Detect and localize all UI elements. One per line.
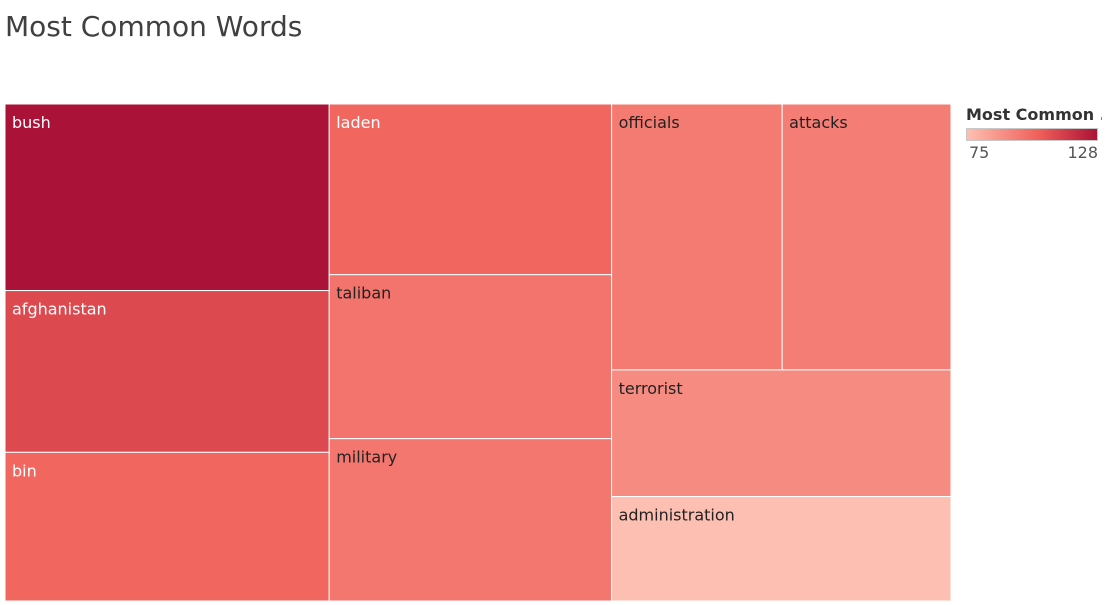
treemap-rect[interactable] xyxy=(611,496,952,602)
treemap-cell-attacks[interactable]: attacks xyxy=(781,103,952,371)
legend-max-label: 128 xyxy=(1067,143,1098,162)
treemap-label: administration xyxy=(619,506,735,525)
treemap-label: attacks xyxy=(789,113,848,132)
treemap-label: bush xyxy=(12,113,51,132)
color-legend: Most Common .. 75 128 xyxy=(966,105,1102,163)
legend-min-label: 75 xyxy=(969,143,990,162)
treemap-cell-officials[interactable]: officials xyxy=(611,103,783,371)
treemap-cell-bin[interactable]: bin xyxy=(4,451,330,602)
treemap-label: terrorist xyxy=(619,379,683,398)
treemap-label: laden xyxy=(336,113,380,132)
treemap-rect[interactable] xyxy=(328,103,613,276)
treemap-label: afghanistan xyxy=(12,300,107,319)
legend-ticks: 75 128 xyxy=(966,143,1098,163)
treemap-rect[interactable] xyxy=(611,103,783,371)
treemap-rect[interactable] xyxy=(781,103,952,371)
treemap-cell-military[interactable]: military xyxy=(328,438,613,602)
treemap-cell-terrorist[interactable]: terrorist xyxy=(611,369,952,498)
treemap-label: bin xyxy=(12,461,37,480)
treemap-label: taliban xyxy=(336,284,391,303)
treemap-rect[interactable] xyxy=(4,103,330,292)
treemap-rect[interactable] xyxy=(4,451,330,602)
treemap-rect[interactable] xyxy=(4,290,330,453)
legend-title: Most Common .. xyxy=(966,105,1102,124)
treemap-cell-afghanistan[interactable]: afghanistan xyxy=(4,290,330,453)
treemap-rect[interactable] xyxy=(328,438,613,602)
treemap-cell-taliban[interactable]: taliban xyxy=(328,274,613,440)
treemap-cell-administration[interactable]: administration xyxy=(611,496,952,602)
treemap-rect[interactable] xyxy=(328,274,613,440)
legend-color-ramp xyxy=(966,128,1098,141)
treemap-label: military xyxy=(336,448,397,467)
treemap-label: officials xyxy=(619,113,680,132)
chart-title: Most Common Words xyxy=(5,10,303,43)
treemap-cell-bush[interactable]: bush xyxy=(4,103,330,292)
treemap-cell-laden[interactable]: laden xyxy=(328,103,613,276)
